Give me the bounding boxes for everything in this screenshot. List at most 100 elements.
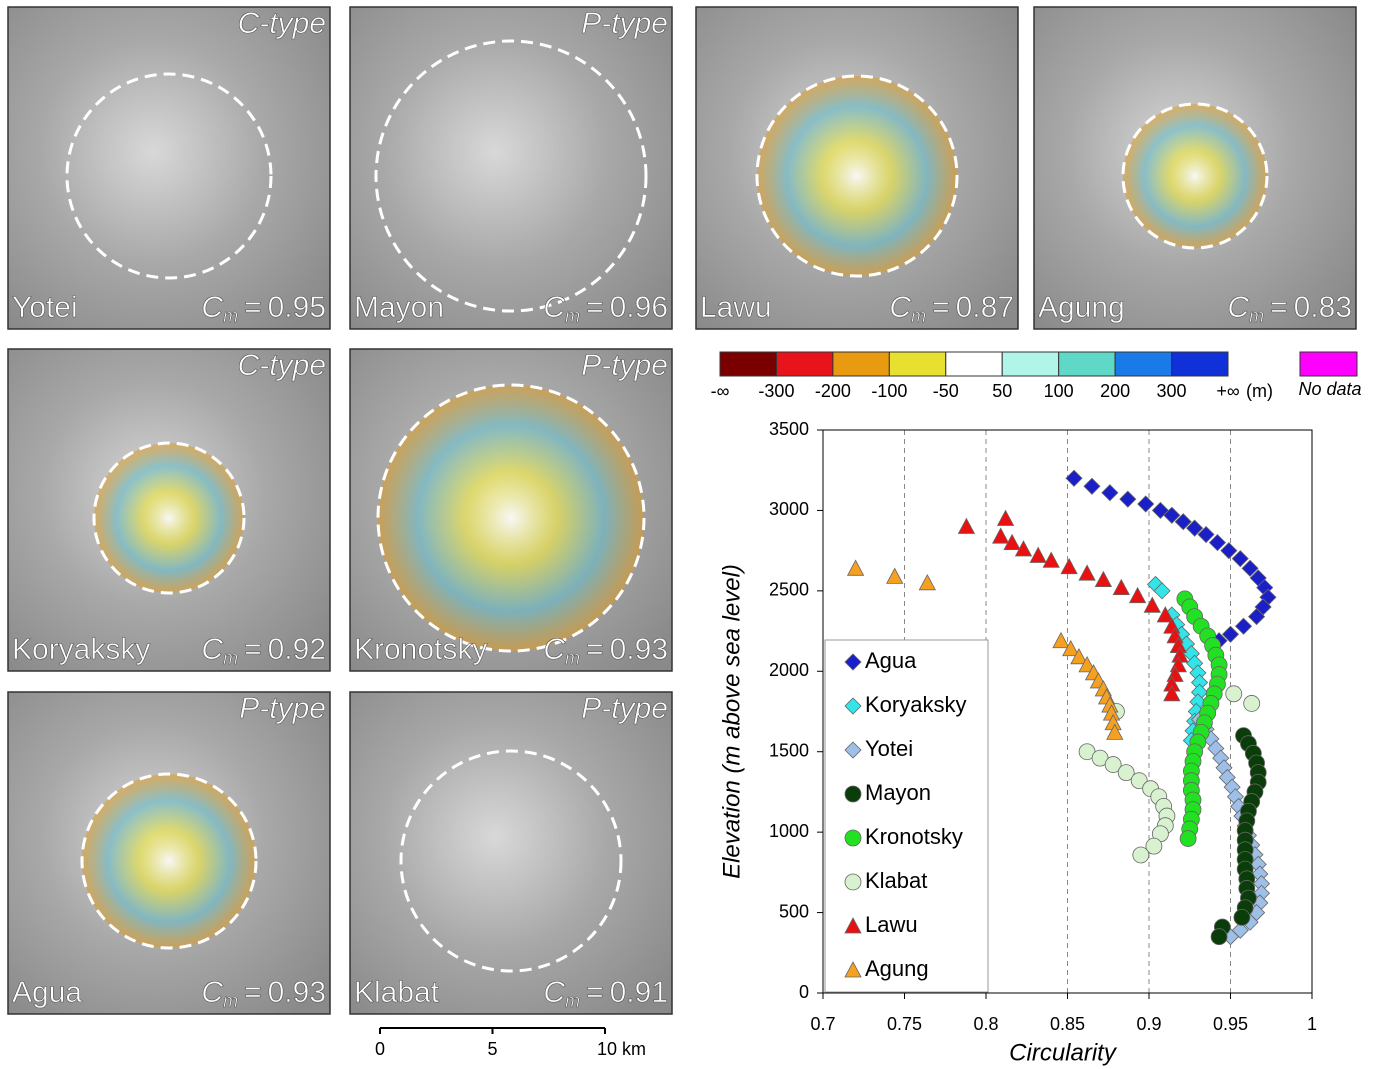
circularity-value: 0.95 xyxy=(268,291,326,324)
circularity-subscript: m xyxy=(565,991,580,1011)
legend-label: Yotei xyxy=(865,736,913,761)
x-axis-label: Circularity xyxy=(1009,1039,1118,1066)
x-tick-label: 0.85 xyxy=(1050,1014,1085,1034)
x-tick-label: 0.9 xyxy=(1136,1014,1161,1034)
data-point xyxy=(1234,909,1250,925)
volcano-name: Klabat xyxy=(354,976,440,1009)
x-tick-label: 1 xyxy=(1307,1014,1317,1034)
circularity-symbol: C xyxy=(201,976,223,1009)
circularity-subscript: m xyxy=(223,306,238,326)
circularity-value: 0.91 xyxy=(610,976,668,1009)
colorbar-label: -100 xyxy=(871,381,907,401)
data-point xyxy=(1244,695,1260,711)
colorbar-label: -50 xyxy=(933,381,959,401)
type-label: C-type xyxy=(238,349,326,382)
colorbar-swatch xyxy=(889,352,945,376)
colorbar-swatch xyxy=(946,352,1002,376)
colorbar-swatch xyxy=(720,352,776,376)
legend-label: Agung xyxy=(865,956,929,981)
colorbar-swatch xyxy=(833,352,889,376)
volcano-name: Lawu xyxy=(700,291,772,324)
volcano-name: Yotei xyxy=(12,291,78,324)
y-tick-label: 3000 xyxy=(769,499,809,519)
colorbar-label: -∞ xyxy=(711,381,730,401)
circularity-subscript: m xyxy=(565,648,580,668)
circularity-symbol: C xyxy=(889,291,911,324)
elevation-change-area xyxy=(1123,104,1267,248)
circularity-value: 0.83 xyxy=(1294,291,1352,324)
legend-marker xyxy=(845,830,861,846)
legend-label: Koryaksky xyxy=(865,692,966,717)
type-label: P-type xyxy=(581,349,668,382)
colorbar-label: -200 xyxy=(815,381,851,401)
colorbar-swatch xyxy=(1115,352,1171,376)
y-tick-label: 2000 xyxy=(769,660,809,680)
x-tick-label: 0.95 xyxy=(1213,1014,1248,1034)
legend-marker xyxy=(845,786,861,802)
type-label: P-type xyxy=(581,692,668,725)
volcano-name: Koryaksky xyxy=(12,633,150,666)
colorbar-label: 200 xyxy=(1100,381,1130,401)
equals-sign: = xyxy=(244,976,262,1009)
y-tick-label: 3500 xyxy=(769,419,809,439)
map-panel xyxy=(8,7,330,329)
equals-sign: = xyxy=(932,291,950,324)
no-data-swatch xyxy=(1300,352,1357,376)
map-panel xyxy=(350,7,672,329)
colorbar-label: 300 xyxy=(1157,381,1187,401)
x-tick-label: 0.8 xyxy=(973,1014,998,1034)
data-point xyxy=(1133,847,1149,863)
scale-label: 10 km xyxy=(597,1039,646,1059)
circularity-value: 0.92 xyxy=(268,633,326,666)
volcano-name: Agung xyxy=(1038,291,1125,324)
circularity-subscript: m xyxy=(911,306,926,326)
y-axis-label: Elevation (m above sea level) xyxy=(718,564,745,879)
colorbar-label: 50 xyxy=(992,381,1012,401)
equals-sign: = xyxy=(586,291,604,324)
legend-label: Agua xyxy=(865,648,917,673)
colorbar-swatch xyxy=(1059,352,1115,376)
equals-sign: = xyxy=(586,976,604,1009)
colorbar-swatch xyxy=(1002,352,1058,376)
y-tick-label: 0 xyxy=(799,982,809,1002)
circularity-value: 0.93 xyxy=(610,633,668,666)
equals-sign: = xyxy=(244,291,262,324)
equals-sign: = xyxy=(586,633,604,666)
type-label: C-type xyxy=(238,7,326,40)
data-point xyxy=(1226,686,1242,702)
volcano-name: Mayon xyxy=(354,291,444,324)
circularity-symbol: C xyxy=(1227,291,1249,324)
colorbar-swatch xyxy=(1172,352,1228,376)
type-label: P-type xyxy=(581,7,668,40)
colorbar-swatch xyxy=(776,352,832,376)
colorbar-unit: (m) xyxy=(1246,381,1273,401)
circularity-subscript: m xyxy=(1249,306,1264,326)
x-tick-label: 0.75 xyxy=(887,1014,922,1034)
equals-sign: = xyxy=(244,633,262,666)
circularity-subscript: m xyxy=(565,306,580,326)
legend-label: Lawu xyxy=(865,912,918,937)
volcano-name: Kronotsky xyxy=(354,633,487,666)
figure: C-typeYoteiCm=0.95P-typeMayonCm=0.96Lawu… xyxy=(0,0,1382,1069)
x-tick-label: 0.7 xyxy=(810,1014,835,1034)
no-data-label: No data xyxy=(1298,379,1361,399)
circularity-symbol: C xyxy=(201,291,223,324)
circularity-symbol: C xyxy=(543,633,565,666)
circularity-value: 0.96 xyxy=(610,291,668,324)
legend-label: Klabat xyxy=(865,868,927,893)
circularity-symbol: C xyxy=(543,291,565,324)
type-label: P-type xyxy=(239,692,326,725)
volcano-name: Agua xyxy=(12,976,82,1009)
scale-label: 5 xyxy=(487,1039,497,1059)
circularity-subscript: m xyxy=(223,648,238,668)
colorbar-label: +∞ xyxy=(1216,381,1240,401)
circularity-value: 0.93 xyxy=(268,976,326,1009)
colorbar-label: 100 xyxy=(1044,381,1074,401)
circularity-symbol: C xyxy=(201,633,223,666)
legend-marker xyxy=(845,874,861,890)
equals-sign: = xyxy=(1270,291,1288,324)
map-panel xyxy=(350,692,672,1014)
colorbar-label: -300 xyxy=(758,381,794,401)
y-tick-label: 1500 xyxy=(769,740,809,760)
data-point xyxy=(1180,831,1196,847)
